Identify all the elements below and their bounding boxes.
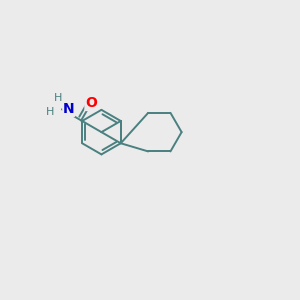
- Text: H: H: [46, 107, 54, 117]
- Text: O: O: [85, 96, 97, 110]
- Text: H: H: [54, 93, 63, 103]
- Text: N: N: [63, 102, 74, 116]
